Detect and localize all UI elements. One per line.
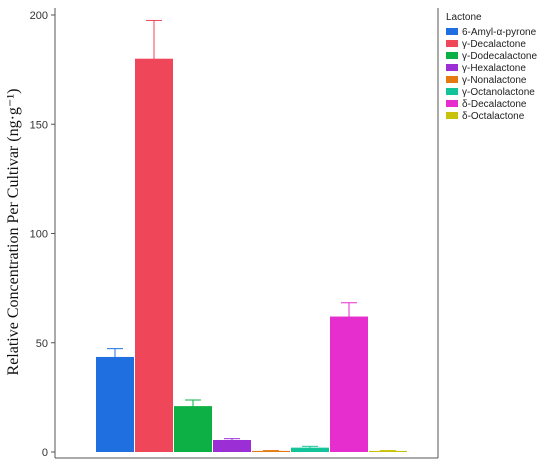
y-tick-label: 0 <box>42 447 48 459</box>
legend-entry-label: δ-Decalactone <box>462 99 527 110</box>
bar <box>330 316 368 452</box>
y-tick-label: 150 <box>30 119 48 131</box>
legend-swatch <box>446 76 458 83</box>
legend-entry-label: 6-Amyl-α-pyrone <box>462 27 537 38</box>
bar <box>135 58 173 452</box>
legend-title: Lactone <box>446 12 482 23</box>
y-tick-label: 50 <box>36 338 48 350</box>
y-axis-label: Relative Concentration Per Cultivar (ng·… <box>5 89 22 376</box>
legend-swatch <box>446 52 458 59</box>
bar <box>96 356 134 452</box>
error-bars <box>107 19 396 452</box>
bar <box>291 447 329 452</box>
legend-swatch <box>446 40 458 47</box>
legend-swatch <box>446 100 458 107</box>
legend-entry-label: γ-Nonalactone <box>462 75 527 86</box>
legend-entry-label: γ-Decalactone <box>462 39 526 50</box>
legend-entry-label: γ-Hexalactone <box>462 63 526 74</box>
legend-swatch <box>446 88 458 95</box>
legend-entry-label: γ-Dodecalactone <box>462 51 537 62</box>
bar <box>174 406 212 452</box>
legend-swatch <box>446 28 458 35</box>
legend-entry-label: γ-Octanolactone <box>462 87 535 98</box>
legend-entry-label: δ-Octalactone <box>462 111 525 122</box>
legend-swatch <box>446 112 458 119</box>
legend: Lactone 6-Amyl-α-pyroneγ-Decalactoneγ-Dod… <box>446 12 537 122</box>
legend-swatch <box>446 64 458 71</box>
y-axis-ticks: 0 50 100 150 200 <box>30 10 55 459</box>
y-tick-label: 100 <box>30 229 48 241</box>
bars <box>96 58 407 452</box>
y-tick-label: 200 <box>30 10 48 22</box>
bar <box>213 439 251 452</box>
